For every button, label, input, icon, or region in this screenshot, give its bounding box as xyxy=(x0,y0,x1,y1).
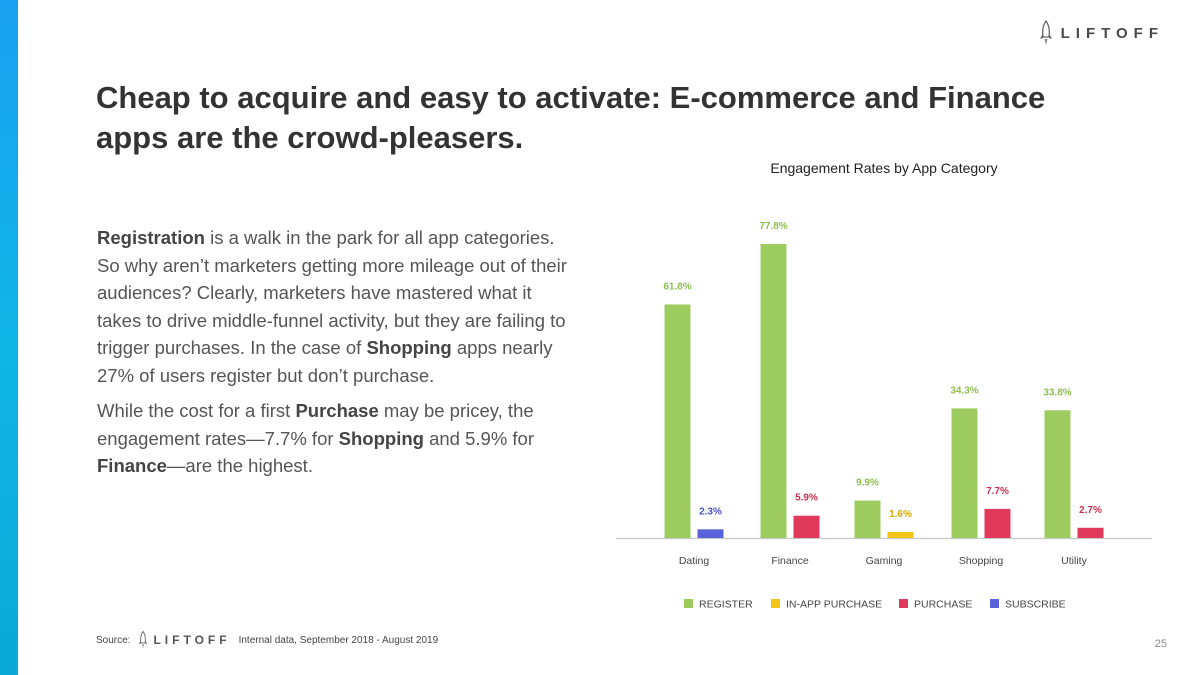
data-label: 2.7% xyxy=(1079,505,1102,516)
bold-term: Shopping xyxy=(338,427,424,449)
data-label: 9.9% xyxy=(856,478,879,489)
chart-title: Engagement Rates by App Category xyxy=(770,160,998,176)
logo-wordmark: LIFTOFF xyxy=(1060,24,1164,42)
bar-purchase-shopping xyxy=(984,508,1011,538)
legend-label: REGISTER xyxy=(699,599,753,611)
legend-label: PURCHASE xyxy=(914,599,972,611)
body-text-run: may be pricey, the engagement rates—7.7%… xyxy=(97,400,534,449)
data-label: 7.7% xyxy=(986,486,1009,497)
data-label: 1.6% xyxy=(889,509,912,520)
bar-purchase-finance xyxy=(793,515,820,538)
bar-register-utility xyxy=(1044,410,1071,538)
logo-wordmark: LIFTOFF xyxy=(153,633,231,647)
legend-swatch xyxy=(771,599,780,608)
source-footer: Source: LIFTOFF Internal data, September… xyxy=(96,628,438,652)
body-text-run: apps nearly 27% of users register but do… xyxy=(97,337,553,386)
body-copy: Registration is a walk in the park for a… xyxy=(97,224,567,488)
slide-title: Cheap to acquire and easy to activate: E… xyxy=(96,80,1046,155)
legend-swatch xyxy=(990,599,999,608)
bar-register-dating xyxy=(664,304,691,538)
liftoff-logo: LIFTOFF xyxy=(1039,18,1164,48)
legend-label: SUBSCRIBE xyxy=(1005,599,1066,611)
x-tick-label: Gaming xyxy=(866,555,903,567)
bar-register-finance xyxy=(760,244,787,538)
bar-in-app-purchase-gaming xyxy=(887,531,914,538)
legend-label: IN-APP PURCHASE xyxy=(786,599,882,611)
data-label: 2.3% xyxy=(699,506,722,517)
source-label: Source: xyxy=(96,634,131,646)
body-text-run: is a walk in the park for all app catego… xyxy=(97,227,567,358)
x-tick-label: Finance xyxy=(771,555,809,567)
bar-purchase-utility xyxy=(1077,527,1104,538)
bold-term: Shopping xyxy=(366,337,452,358)
data-label: 77.8% xyxy=(759,221,787,232)
data-label: 5.9% xyxy=(795,493,818,504)
page-number: 25 xyxy=(1154,638,1167,650)
bold-term: Purchase xyxy=(295,400,379,421)
legend-swatch xyxy=(684,599,693,608)
body-text-run: —are the highest. xyxy=(166,455,313,476)
rocket-icon xyxy=(139,630,148,649)
bar-register-shopping xyxy=(951,408,978,538)
bar-register-gaming xyxy=(854,500,881,538)
body-paragraph-1: Registration is a walk in the park for a… xyxy=(97,224,567,389)
data-label: 34.3% xyxy=(950,385,978,396)
body-text-run: and 5.9% for xyxy=(423,427,535,449)
bold-term: Registration xyxy=(97,227,205,248)
legend-swatch xyxy=(899,599,908,608)
source-liftoff-logo: LIFTOFF xyxy=(138,630,230,650)
rocket-icon xyxy=(1039,20,1052,45)
data-label: 33.8% xyxy=(1043,387,1071,398)
x-tick-label: Utility xyxy=(1061,555,1087,567)
source-text: Internal data, September 2018 - August 2… xyxy=(238,634,439,646)
bar-subscribe-dating xyxy=(697,529,724,538)
body-text-run: While the cost for a first xyxy=(97,400,296,421)
x-tick-label: Dating xyxy=(679,555,710,567)
accent-sidebar-bar xyxy=(0,0,18,675)
bold-term: Finance xyxy=(97,455,167,476)
body-paragraph-2: While the cost for a first Purchase may … xyxy=(97,397,567,480)
data-label: 61.8% xyxy=(663,281,691,292)
x-tick-label: Shopping xyxy=(959,555,1004,567)
